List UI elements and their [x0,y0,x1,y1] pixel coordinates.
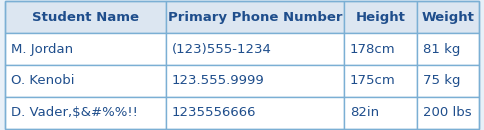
Text: Student Name: Student Name [32,11,139,24]
Bar [418,65,479,97]
Text: (123)555-1234: (123)555-1234 [172,43,272,56]
Bar [5,33,166,65]
Text: Weight: Weight [422,11,475,24]
Bar [166,65,344,97]
Bar [5,97,166,129]
Text: M. Jordan: M. Jordan [11,43,73,56]
Text: D. Vader,$&#%%!!: D. Vader,$&#%%!! [11,106,137,119]
Text: 178cm: 178cm [349,43,395,56]
Text: O. Kenobi: O. Kenobi [11,74,74,87]
Text: Primary Phone Number: Primary Phone Number [168,11,342,24]
Bar [166,97,344,129]
Text: 82in: 82in [349,106,379,119]
Bar [344,1,418,33]
Bar [418,33,479,65]
Text: 81 kg: 81 kg [423,43,461,56]
Text: 123.555.9999: 123.555.9999 [172,74,265,87]
Bar [344,97,418,129]
Bar [418,1,479,33]
Text: 75 kg: 75 kg [423,74,461,87]
Bar [5,1,166,33]
Text: 1235556666: 1235556666 [172,106,257,119]
Bar [418,97,479,129]
Text: Height: Height [356,11,406,24]
Bar [5,65,166,97]
Bar [166,33,344,65]
Bar [166,1,344,33]
Bar [344,33,418,65]
Bar [344,65,418,97]
Text: 200 lbs: 200 lbs [423,106,472,119]
Text: 175cm: 175cm [349,74,395,87]
